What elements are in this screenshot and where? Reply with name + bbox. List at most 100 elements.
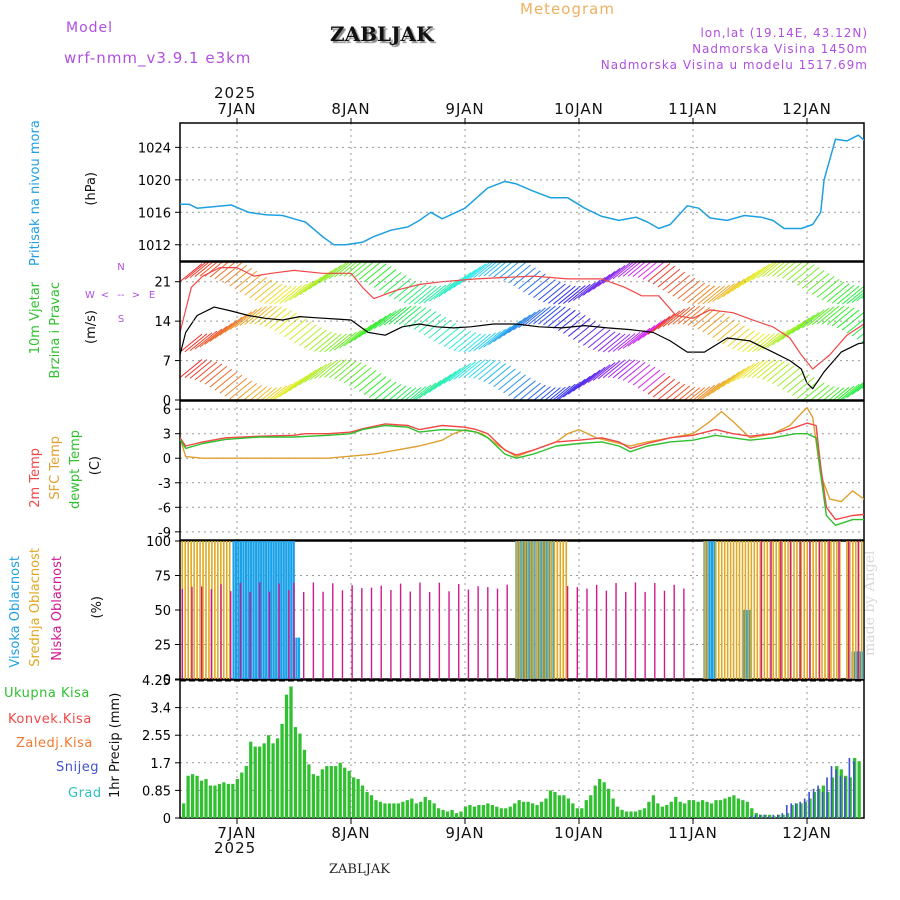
wind-barb (343, 364, 367, 384)
wind-barb (622, 262, 642, 277)
precip-snow-bar (853, 761, 855, 818)
precip-total-bar (665, 805, 669, 818)
wind-barb (597, 360, 621, 380)
wind-barb (786, 374, 810, 393)
ytick-label-clouds: 100 (146, 535, 171, 550)
wind-barb (518, 270, 541, 290)
wind-barb (413, 311, 437, 330)
wind-barb (314, 360, 337, 380)
wind-barb (887, 334, 900, 352)
day-label-top: 9JAN (445, 100, 484, 118)
wind-barb (468, 359, 492, 378)
wind-barb (782, 262, 804, 279)
wind-barb (229, 267, 253, 287)
wind-barb (304, 329, 327, 349)
wind-barb (831, 307, 855, 327)
wind-barb (612, 359, 636, 379)
wind-barb (483, 262, 502, 277)
wind-barb (279, 378, 302, 398)
wind-barb (722, 325, 745, 345)
precip-total-bar (289, 686, 293, 818)
wind-barb (877, 332, 899, 350)
wind-barb (329, 333, 352, 352)
wind-barb (688, 387, 706, 400)
wind-barb (553, 285, 576, 305)
precip-snow-bar (772, 814, 775, 818)
wind-barb (851, 292, 864, 303)
wind-barb (802, 382, 825, 400)
wind-barb (269, 285, 292, 305)
wind-barb (199, 363, 223, 383)
wind-barb (463, 333, 487, 353)
wind-barb (180, 359, 203, 378)
dewpoint-line (180, 424, 864, 526)
precip-total-bar (705, 801, 709, 818)
wind-barb (882, 269, 900, 287)
meteogram-label: Meteogram (520, 0, 615, 18)
precip-total-bar (692, 800, 696, 818)
precip-total-bar (472, 806, 477, 818)
wind-barb (762, 262, 782, 278)
wind-barb (358, 318, 382, 338)
wind-barb (612, 333, 636, 352)
precip-total-bar (620, 809, 624, 818)
wind-barb (572, 282, 596, 301)
wind-barb (622, 330, 646, 349)
wind-barb (383, 306, 407, 326)
precip-bars (182, 686, 861, 818)
wind-barb (244, 276, 268, 296)
wind-barb (348, 367, 372, 386)
precip-total-bar (338, 762, 342, 818)
dir-label-west: W (85, 290, 95, 301)
wind-barb (562, 285, 586, 304)
wind-barb (433, 280, 457, 300)
wind-barb (294, 279, 317, 299)
precip-total-bar (401, 801, 405, 818)
precip-total-bar (499, 808, 503, 818)
wind-barb (394, 386, 412, 400)
wind-barb (587, 274, 611, 293)
wind-barb (423, 377, 447, 396)
wind-barb (683, 387, 701, 400)
wind-barb (299, 327, 322, 347)
precip-total-bar (548, 790, 553, 818)
wind-barb (717, 322, 740, 342)
wind-barb (363, 315, 387, 335)
station-elevation: Nadmorska Visina 1450m (692, 42, 868, 56)
wind-barb (294, 324, 317, 344)
precip-snow-bar (763, 814, 766, 818)
precip-snow-bar (790, 803, 793, 818)
precip-total-bar (584, 800, 588, 818)
wind-barb (264, 386, 282, 400)
wind-barb (219, 316, 243, 336)
wind-barb (353, 262, 375, 279)
wind-barb (279, 285, 302, 304)
wind-barb (204, 365, 228, 385)
wind-barb (398, 282, 422, 302)
precip-total-bar (575, 808, 579, 818)
wind-barb (712, 319, 735, 339)
wind-barb (698, 382, 721, 400)
wind-barbs (180, 262, 900, 400)
wind-barb (672, 305, 696, 325)
wind-barb (558, 285, 581, 305)
wind-barb (448, 362, 472, 382)
wind-barb (438, 325, 462, 345)
precip-total-bar (624, 811, 629, 818)
wind-barb (657, 310, 681, 330)
wind-barb (184, 262, 208, 280)
precip-snow-bar (803, 798, 806, 818)
wind-barb (508, 377, 531, 397)
precip-total-bar (249, 741, 253, 818)
dir-label-left: < (101, 290, 109, 301)
precip-total-bar (607, 788, 611, 818)
day-label-top: 12JAN (782, 100, 832, 118)
wind-barb (260, 387, 277, 400)
precip-total-bar (687, 800, 691, 818)
wind-barb (592, 331, 616, 351)
precip-total-bar (857, 761, 861, 818)
wind-barb (199, 328, 223, 348)
wind-barb (538, 305, 561, 325)
wind-barb (692, 386, 711, 400)
wind-barb (872, 365, 894, 383)
